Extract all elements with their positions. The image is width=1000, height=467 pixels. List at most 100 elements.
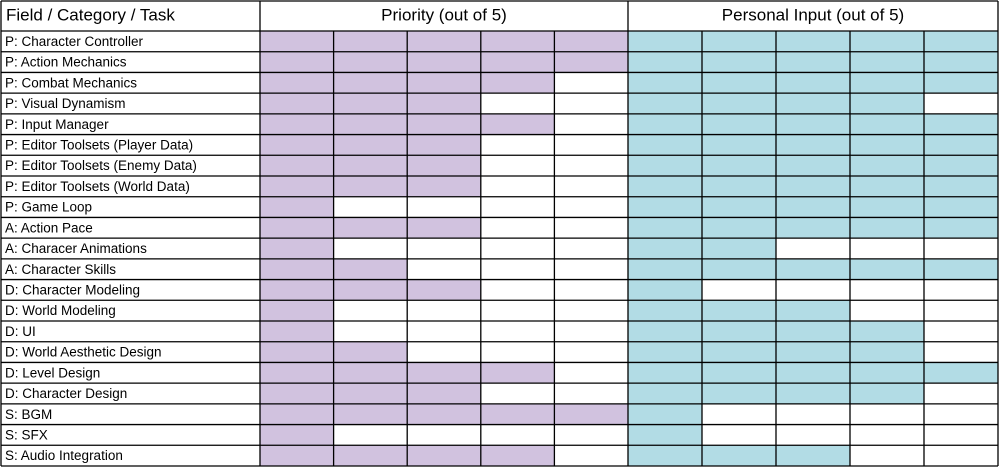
personal-cell <box>628 238 702 259</box>
personal-cell <box>776 321 850 342</box>
priority-cell <box>333 51 408 73</box>
priority-cell <box>480 51 555 73</box>
priority-cell <box>260 424 334 446</box>
priority-cell <box>407 217 481 239</box>
personal-cell <box>702 196 776 218</box>
task-label: D: Character Design <box>5 386 127 401</box>
personal-cell <box>776 134 850 156</box>
personal-cell <box>628 341 702 363</box>
task-label: P: Editor Toolsets (Enemy Data) <box>5 158 197 173</box>
personal-cell <box>776 51 850 73</box>
personal-cell <box>702 113 776 135</box>
priority-cell <box>260 176 334 197</box>
priority-cell <box>407 72 481 94</box>
priority-cell <box>333 362 408 384</box>
personal-cell <box>702 258 776 280</box>
personal-cell <box>924 51 998 73</box>
priority-cell <box>260 217 334 239</box>
priority-cell <box>554 31 628 52</box>
personal-cell <box>850 383 924 404</box>
task-label: P: Editor Toolsets (Player Data) <box>5 137 193 152</box>
priority-cell <box>333 258 408 280</box>
task-label: P: Game Loop <box>5 200 92 215</box>
personal-cell <box>924 113 998 135</box>
priority-cell <box>333 403 408 425</box>
priority-cell <box>260 279 334 301</box>
priority-cell <box>260 238 334 259</box>
personal-cell <box>924 217 998 239</box>
personal-cell <box>628 383 702 404</box>
personal-cell <box>776 113 850 135</box>
priority-cell <box>333 176 408 197</box>
personal-cell <box>850 258 924 280</box>
personal-cell <box>776 93 850 114</box>
priority-cell <box>407 176 481 197</box>
priority-cell <box>260 72 334 94</box>
personal-cell <box>776 196 850 218</box>
personal-cell <box>628 403 702 425</box>
priority-cell <box>260 403 334 425</box>
priority-cell <box>480 362 555 384</box>
priority-cell <box>480 72 555 94</box>
header: Priority (out of 5) <box>381 5 507 24</box>
personal-cell <box>702 445 776 466</box>
personal-cell <box>702 341 776 363</box>
priority-cell <box>480 31 555 52</box>
priority-cell <box>407 155 481 176</box>
personal-cell <box>924 31 998 52</box>
priority-cell <box>260 93 334 114</box>
task-label: A: Character Skills <box>5 262 116 277</box>
personal-cell <box>702 31 776 52</box>
personal-cell <box>924 196 998 218</box>
task-label: D: World Modeling <box>5 303 116 318</box>
task-label: P: Editor Toolsets (World Data) <box>5 179 190 194</box>
personal-cell <box>850 321 924 342</box>
personal-cell <box>924 72 998 94</box>
priority-cell <box>407 362 481 384</box>
priority-cell <box>407 93 481 114</box>
task-label: P: Input Manager <box>5 117 109 132</box>
priority-cell <box>554 403 628 425</box>
personal-cell <box>924 155 998 176</box>
personal-cell <box>850 196 924 218</box>
personal-cell <box>702 93 776 114</box>
personal-cell <box>924 258 998 280</box>
priority-cell <box>407 51 481 73</box>
personal-cell <box>850 134 924 156</box>
personal-cell <box>628 424 702 446</box>
task-label: D: Level Design <box>5 365 100 380</box>
personal-cell <box>850 113 924 135</box>
priority-cell <box>407 134 481 156</box>
task-label: D: Character Modeling <box>5 282 140 297</box>
personal-cell <box>776 445 850 466</box>
priority-cell <box>333 383 408 404</box>
task-label: S: BGM <box>5 407 52 422</box>
personal-cell <box>628 217 702 239</box>
personal-cell <box>850 93 924 114</box>
priority-cell <box>260 383 334 404</box>
task-label: P: Character Controller <box>5 34 144 49</box>
task-label: A: Action Pace <box>5 220 93 235</box>
priority-cell <box>260 445 334 466</box>
priority-cell <box>333 31 408 52</box>
priority-cell <box>260 113 334 135</box>
personal-cell <box>628 196 702 218</box>
personal-cell <box>628 176 702 197</box>
personal-cell <box>628 258 702 280</box>
personal-cell <box>702 383 776 404</box>
priority-cell <box>333 93 408 114</box>
priority-cell <box>333 134 408 156</box>
priority-cell <box>260 155 334 176</box>
priority-cell <box>407 445 481 466</box>
priority-cell <box>260 51 334 73</box>
priority-cell <box>260 196 334 218</box>
priority-cell <box>333 155 408 176</box>
personal-cell <box>628 321 702 342</box>
task-label: S: Audio Integration <box>5 448 123 463</box>
personal-cell <box>702 362 776 384</box>
personal-cell <box>628 155 702 176</box>
personal-cell <box>776 217 850 239</box>
priority-cell <box>260 300 334 321</box>
personal-cell <box>850 51 924 73</box>
priority-cell <box>480 403 555 425</box>
